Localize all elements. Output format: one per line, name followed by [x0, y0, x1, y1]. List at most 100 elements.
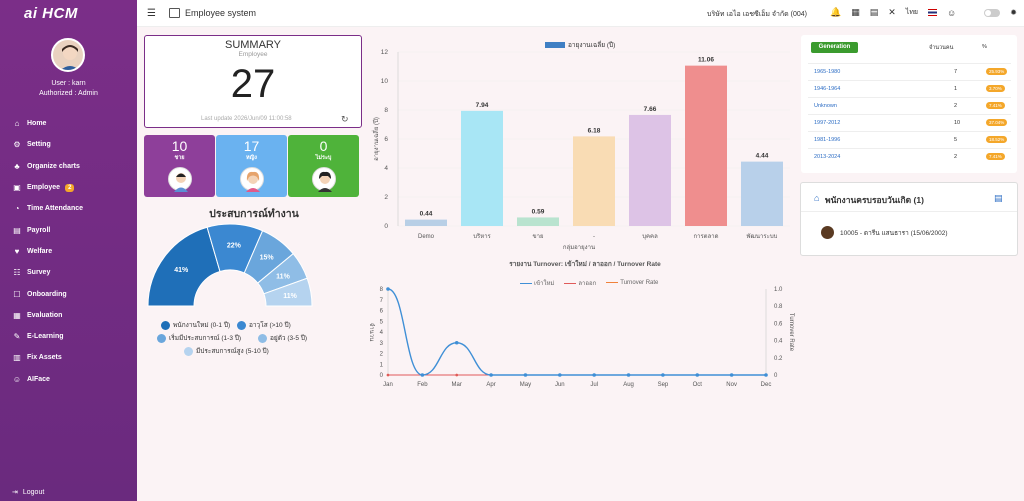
line-x-tick-label: Nov: [726, 382, 737, 388]
settings-icon: ⚙: [13, 140, 21, 150]
bar-legend-label: อายุงานเฉลี่ย (ปี): [568, 42, 616, 49]
generation-pct: 18.52%: [986, 136, 1008, 143]
welfare-icon: ♥: [14, 246, 20, 256]
bar-4: [629, 114, 671, 226]
face-icon: ☺: [12, 374, 22, 384]
generation-count-header: จำนวนคน: [929, 45, 954, 51]
generation-row[interactable]: 1997-2012 10 37.04%: [808, 114, 1011, 130]
menu-toggle-icon[interactable]: ☰: [147, 8, 156, 19]
line-y-tick-label: 6: [380, 309, 384, 315]
birthday-entry[interactable]: 10005 - ดารีน แสนธารา (15/06/2002): [821, 226, 948, 239]
line-point-0: [592, 373, 596, 377]
sidebar-item-time-attendance[interactable]: ◔ Time Attendance: [12, 198, 132, 219]
bar-value-label: 0.59: [532, 208, 545, 215]
sidebar-item-fix-assets[interactable]: ▥ Fix Assets: [12, 347, 132, 368]
export-file-icon[interactable]: ▤: [994, 193, 1003, 203]
legend-item-new[interactable]: เข้าใหม่: [520, 278, 554, 288]
sidebar-item-e-learning[interactable]: ✎ E-Learning: [12, 326, 132, 347]
generation-name[interactable]: 1981-1996: [814, 137, 841, 143]
generation-row[interactable]: Unknown 2 7.41%: [808, 97, 1011, 113]
legend-label: อยู่ตัว (3-5 ปี): [270, 335, 308, 342]
sidebar-item-setting[interactable]: ⚙ Setting: [12, 134, 132, 155]
language-selector[interactable]: ไทย: [905, 9, 919, 16]
legend-dot: [258, 333, 267, 343]
male-count: 10: [171, 138, 188, 154]
gender-card-unspecified[interactable]: 0 ไม่ระบุ: [288, 135, 359, 197]
theme-toggle[interactable]: [984, 8, 1001, 17]
sidebar-item-welfare[interactable]: ♥ Welfare: [12, 241, 132, 262]
experience-legend-item-2[interactable]: เริ่มมีประสบการณ์ (1-3 ปี): [157, 333, 241, 343]
legend-item-rate[interactable]: Turnover Rate: [606, 280, 658, 286]
app-logo[interactable]: ai HCM: [24, 5, 78, 22]
user-role: Authorized : Admin: [39, 90, 98, 97]
bar-y-tick-label: 2: [384, 194, 388, 201]
turnover-chart-legend: เข้าใหม่ ลาออก Turnover Rate: [520, 278, 658, 288]
legend-item-resign[interactable]: ลาออก: [564, 278, 596, 288]
generation-name[interactable]: 1997-2012: [814, 120, 841, 126]
sidebar-item-aiface[interactable]: ☺ AIFace: [12, 369, 132, 390]
bar-2: [517, 217, 559, 226]
experience-legend-item-4[interactable]: มีประสบการณ์สูง (5-10 ปี): [184, 346, 269, 356]
line-y2-tick-label: 1.0: [774, 287, 783, 293]
bar-chart-legend[interactable]: อายุงานเฉลี่ย (ปี): [545, 40, 615, 50]
generation-header[interactable]: Generation: [811, 42, 858, 53]
turnover-line-chart: 0 1 2 3 4 5 6 7 8 0 0.2 0.4 0.6 0.8 1.0 Jan Feb Mar Apr May…: [368, 287, 794, 388]
line-x-tick-label: Jun: [555, 382, 565, 388]
female-count: 17: [243, 138, 260, 154]
generation-name[interactable]: 1965-1980: [814, 69, 841, 75]
document-icon[interactable]: ▤: [869, 7, 879, 17]
male-label: ชาย: [174, 155, 185, 161]
line-y-tick-label: 3: [380, 341, 384, 347]
generation-count: 2: [954, 154, 958, 160]
bar-3: [573, 136, 615, 226]
experience-legend-item-1[interactable]: อาวุโส (>10 ปี): [237, 320, 291, 330]
unspecified-avatar-icon: [311, 167, 336, 192]
legend-dot: [237, 320, 246, 330]
sidebar-item-organize-charts[interactable]: ♣ Organize charts: [12, 156, 132, 177]
birthday-card: ⌂ พนักงานครบรอบวันเกิด (1) ▤ 10005 - ดาร…: [800, 182, 1018, 256]
line-x-tick-label: Jan: [383, 382, 393, 388]
logout-label: Logout: [22, 488, 45, 496]
line-x-tick-label: Sep: [658, 382, 669, 388]
sidebar-item-label: Welfare: [27, 247, 53, 255]
sidebar-item-onboarding[interactable]: ☐ Onboarding: [12, 283, 132, 304]
generation-row[interactable]: 1965-1980 7 25.93%: [808, 63, 1011, 79]
gender-card-female[interactable]: 17 หญิง: [216, 135, 287, 197]
line-y2-tick-label: 0: [774, 373, 778, 379]
sidebar-item-survey[interactable]: ☷ Survey: [12, 262, 132, 283]
user-avatar[interactable]: [51, 38, 85, 72]
clock-icon: ◔: [14, 204, 20, 214]
sidebar-item-employee[interactable]: ▣ Employee 2: [12, 177, 132, 198]
summary-card: SUMMARY Employee 27 Last update 2026/Jun…: [144, 35, 362, 128]
sidebar: ai HCM User : karn Authorized : Admin ⌂ H…: [0, 0, 137, 501]
bar-y-tick-label: 4: [384, 165, 388, 172]
unspecified-count: 0: [319, 138, 328, 154]
company-selector[interactable]: บริษัท เอไอ เอชซีเอ็ม จำกัด (004): [707, 11, 807, 18]
bar-x-tick-label: บุคคล: [642, 234, 658, 240]
generation-name[interactable]: 2013-2024: [814, 154, 841, 160]
experience-legend-item-0[interactable]: พนักงานใหม่ (0-1 ปี): [161, 320, 230, 330]
bar-y-tick-label: 6: [384, 136, 388, 143]
logout-button[interactable]: ⇥ Logout: [12, 488, 45, 497]
generation-row[interactable]: 1946-1964 1 3.70%: [808, 80, 1011, 96]
user-icon[interactable]: ☺: [947, 7, 957, 18]
gender-card-male[interactable]: 10 ชาย: [144, 135, 215, 197]
experience-legend-item-3[interactable]: อยู่ตัว (3-5 ปี): [258, 333, 307, 343]
bar-x-tick-label: บริหาร: [473, 233, 491, 240]
generation-count: 10: [954, 120, 961, 126]
line-y2-tick-label: 0.8: [774, 304, 783, 310]
refresh-icon[interactable]: ↻: [341, 114, 349, 124]
generation-row[interactable]: 1981-1996 5 18.52%: [808, 131, 1011, 147]
sidebar-item-payroll[interactable]: ▤ Payroll: [12, 219, 132, 240]
sidebar-item-evaluation[interactable]: ▦ Evaluation: [12, 305, 132, 326]
tools-icon[interactable]: ✕: [888, 7, 896, 17]
generation-pct-header: %: [982, 44, 987, 50]
unspecified-label: ไม่ระบุ: [315, 155, 332, 161]
generation-row[interactable]: 2013-2024 2 7.41%: [808, 148, 1011, 164]
generation-name[interactable]: Unknown: [814, 103, 837, 109]
generation-name[interactable]: 1946-1964: [814, 86, 841, 92]
grid-icon[interactable]: ▦: [851, 7, 860, 17]
sidebar-item-home[interactable]: ⌂ Home: [12, 113, 132, 134]
assets-icon: ▥: [13, 353, 21, 363]
bell-icon[interactable]: 🔔: [830, 7, 842, 17]
